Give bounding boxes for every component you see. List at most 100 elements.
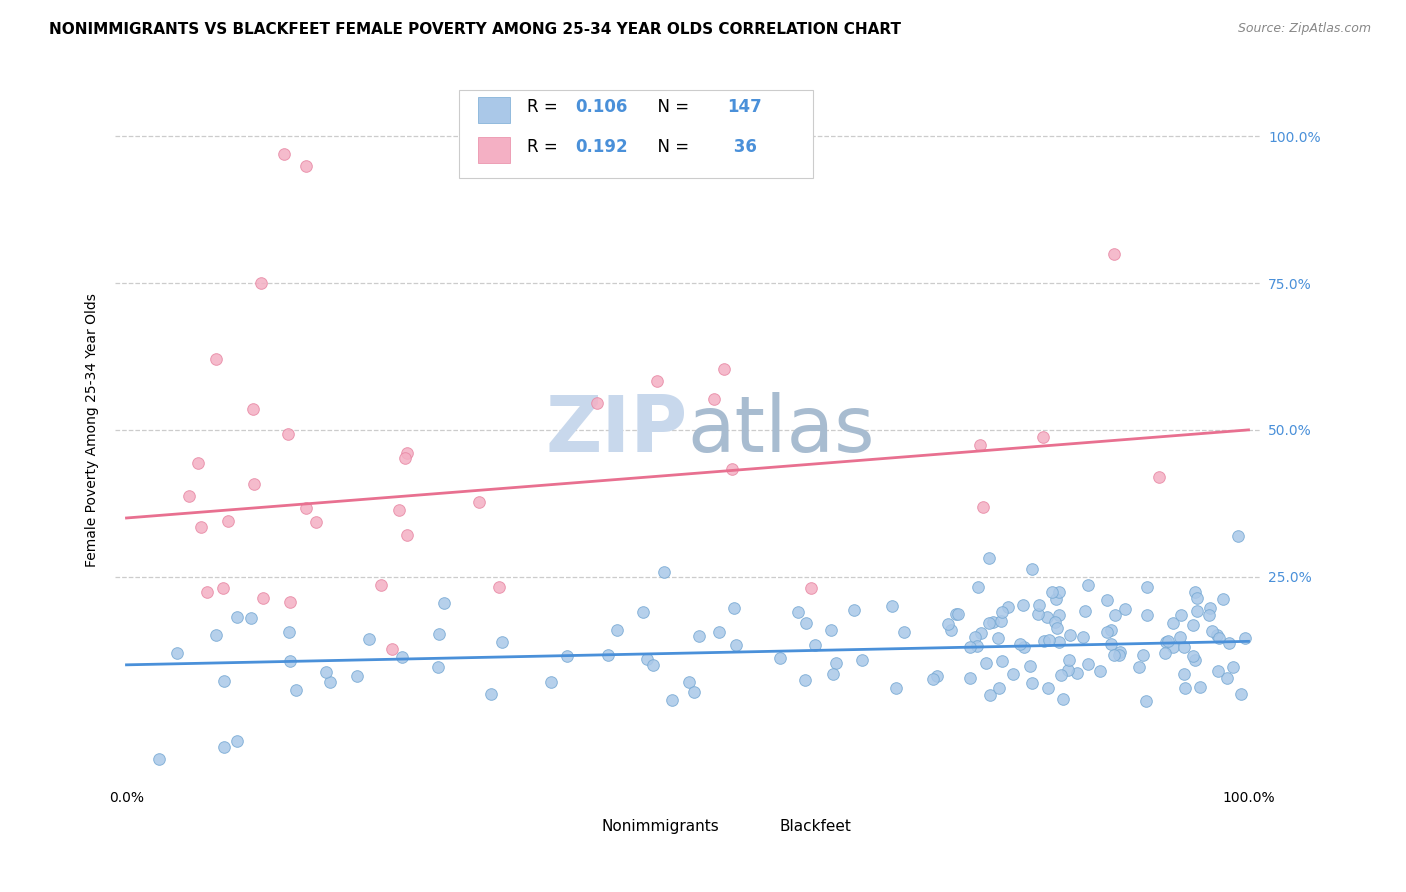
Point: [1057, 663, 1080, 677]
Point: [491, 634, 513, 648]
Point: [970, 626, 993, 640]
Point: [707, 625, 730, 640]
Point: [278, 595, 301, 609]
Point: [555, 648, 578, 663]
Point: [205, 628, 228, 642]
Point: [643, 658, 665, 673]
Point: [631, 605, 654, 619]
Point: [987, 632, 1010, 646]
Text: R =: R =: [527, 98, 564, 116]
Point: [427, 626, 450, 640]
Point: [1136, 580, 1159, 594]
Point: [190, 520, 212, 534]
Point: [433, 596, 456, 610]
Point: [1174, 681, 1197, 695]
Point: [1173, 666, 1195, 681]
Point: [959, 671, 981, 685]
Text: ZIP: ZIP: [546, 392, 688, 468]
Point: [936, 616, 959, 631]
Point: [1156, 634, 1178, 648]
Point: [381, 642, 404, 657]
Text: Source: ZipAtlas.com: Source: ZipAtlas.com: [1237, 22, 1371, 36]
Point: [688, 628, 710, 642]
Point: [187, 456, 209, 470]
Point: [1104, 607, 1126, 622]
Point: [1208, 664, 1230, 678]
FancyBboxPatch shape: [478, 136, 510, 162]
Point: [1032, 429, 1054, 443]
Point: [966, 640, 988, 654]
Point: [945, 607, 967, 621]
Point: [793, 673, 815, 688]
Point: [357, 632, 380, 646]
Text: 0.192: 0.192: [575, 137, 628, 155]
Point: [1135, 694, 1157, 708]
Point: [990, 605, 1012, 619]
Point: [1173, 640, 1195, 654]
Text: Blackfeet: Blackfeet: [779, 819, 851, 833]
Point: [703, 392, 725, 406]
Point: [990, 654, 1012, 668]
Point: [796, 616, 818, 631]
Point: [1184, 585, 1206, 599]
Text: 147: 147: [727, 98, 762, 116]
Point: [242, 402, 264, 417]
Point: [1021, 676, 1043, 690]
Point: [240, 610, 263, 624]
Point: [787, 605, 810, 619]
Point: [1026, 607, 1049, 621]
Point: [1185, 604, 1208, 618]
Point: [195, 585, 218, 599]
Point: [720, 461, 742, 475]
Point: [979, 688, 1001, 702]
Point: [1199, 601, 1222, 615]
Point: [1045, 591, 1067, 606]
Point: [1066, 665, 1088, 680]
Point: [1010, 636, 1032, 650]
Point: [927, 669, 949, 683]
Point: [315, 665, 337, 680]
FancyBboxPatch shape: [458, 90, 814, 178]
Point: [997, 600, 1019, 615]
Text: N =: N =: [647, 137, 695, 155]
Point: [1077, 578, 1099, 592]
Point: [391, 649, 413, 664]
FancyBboxPatch shape: [478, 97, 510, 123]
Point: [820, 623, 842, 637]
Point: [1182, 648, 1205, 663]
Point: [1047, 635, 1070, 649]
Point: [921, 672, 943, 686]
Point: [1215, 671, 1237, 685]
Point: [959, 640, 981, 654]
Point: [678, 674, 700, 689]
Text: Nonimmigrants: Nonimmigrants: [602, 819, 720, 833]
Point: [396, 527, 419, 541]
Point: [987, 681, 1010, 695]
Point: [965, 630, 987, 644]
Point: [800, 581, 823, 595]
Point: [277, 426, 299, 441]
Point: [1074, 604, 1097, 618]
Point: [1102, 648, 1125, 662]
Point: [1168, 630, 1191, 644]
Point: [652, 565, 675, 579]
Point: [636, 652, 658, 666]
Point: [1028, 598, 1050, 612]
Point: [1095, 592, 1118, 607]
Y-axis label: Female Poverty Among 25-34 Year Olds: Female Poverty Among 25-34 Year Olds: [86, 293, 100, 566]
Point: [1108, 648, 1130, 662]
Point: [284, 682, 307, 697]
Point: [981, 615, 1004, 629]
Point: [1057, 653, 1080, 667]
Point: [967, 581, 990, 595]
Text: 0.106: 0.106: [575, 98, 627, 116]
Text: 36: 36: [727, 137, 756, 155]
Point: [1045, 615, 1067, 630]
Point: [596, 648, 619, 662]
Point: [1187, 591, 1209, 606]
Point: [977, 615, 1000, 630]
Point: [1161, 640, 1184, 655]
Point: [1012, 640, 1035, 655]
Point: [226, 734, 249, 748]
Point: [295, 159, 318, 173]
